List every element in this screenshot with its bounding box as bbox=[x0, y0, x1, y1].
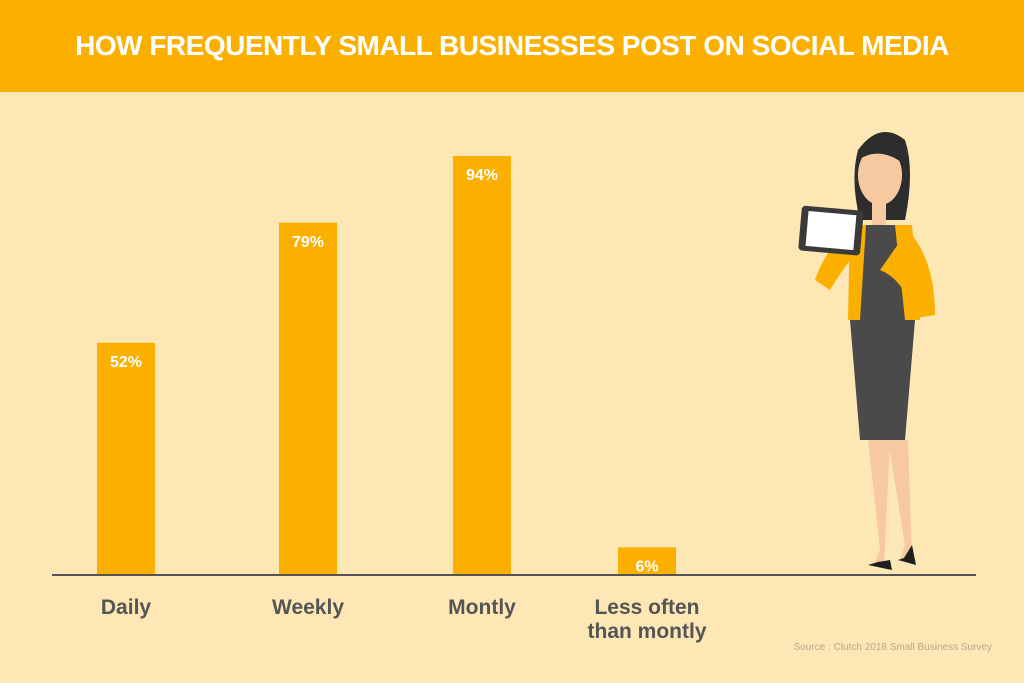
chart-title: HOW FREQUENTLY SMALL BUSINESSES POST ON … bbox=[75, 30, 949, 61]
bar bbox=[453, 156, 511, 574]
value-label: 94% bbox=[466, 167, 498, 184]
bar bbox=[279, 222, 337, 574]
category-label: Montly bbox=[448, 596, 516, 619]
category-label: Daily bbox=[100, 596, 152, 619]
source-note: Source : Clutch 2018 Small Business Surv… bbox=[793, 642, 992, 653]
title-bar: HOW FREQUENTLY SMALL BUSINESSES POST ON … bbox=[0, 0, 1024, 92]
category-label: Weekly bbox=[272, 596, 344, 619]
value-label: 52% bbox=[110, 354, 142, 371]
illustration bbox=[798, 132, 935, 570]
value-label: 79% bbox=[292, 234, 324, 251]
category-label: Less often than montly bbox=[587, 596, 707, 643]
bar bbox=[618, 547, 676, 574]
value-label: 6% bbox=[635, 559, 658, 576]
bar bbox=[97, 342, 155, 574]
